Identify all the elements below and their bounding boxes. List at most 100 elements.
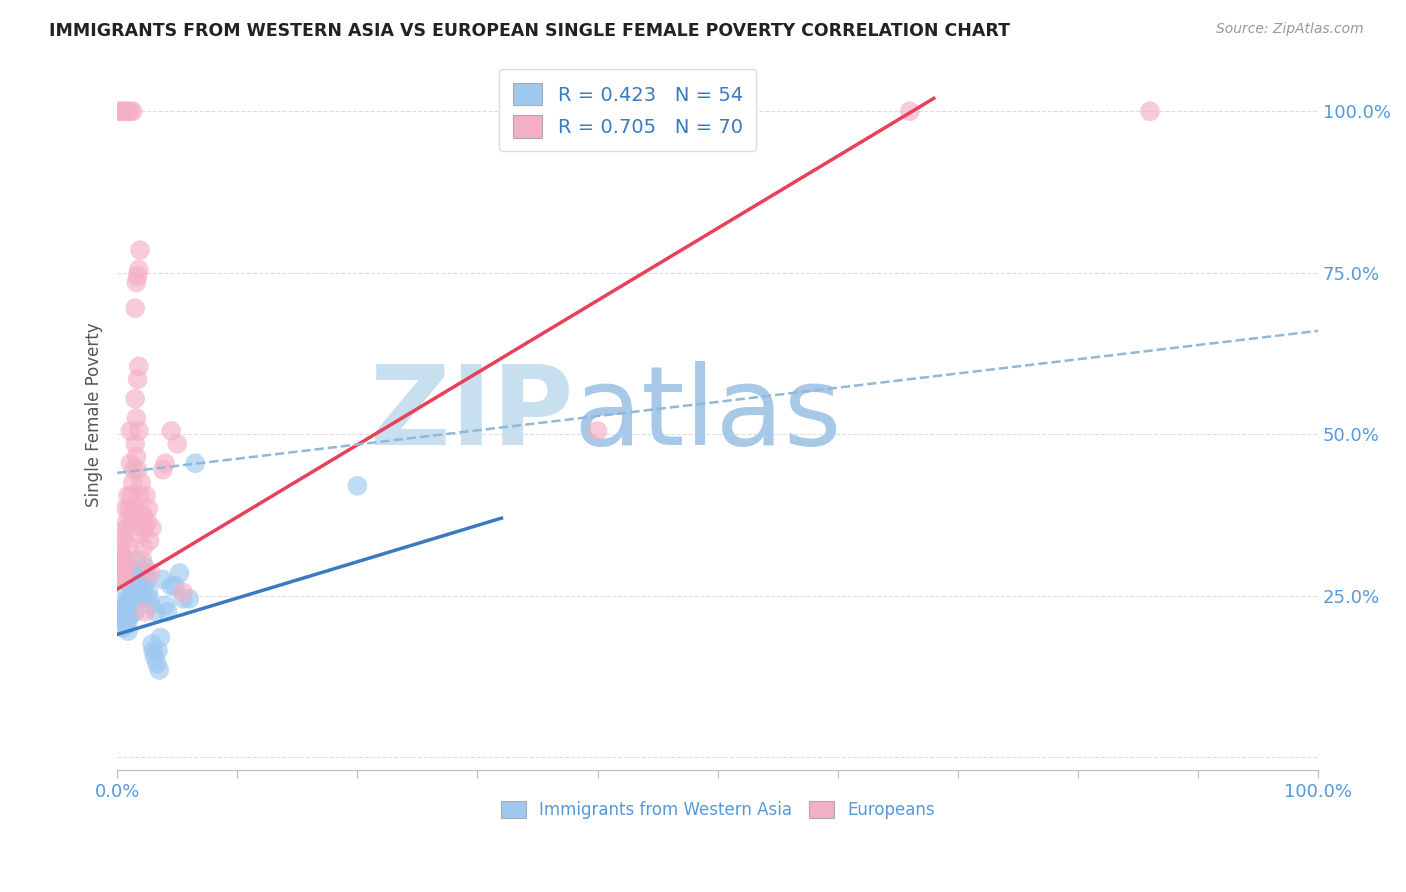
Point	[166, 437, 188, 451]
Point	[118, 501, 141, 516]
Point	[146, 643, 169, 657]
Y-axis label: Single Female Poverty: Single Female Poverty	[86, 323, 103, 508]
Point	[115, 617, 138, 632]
Point	[125, 553, 148, 567]
Point	[121, 489, 143, 503]
Point	[898, 104, 921, 119]
Point	[112, 533, 135, 548]
Point	[117, 595, 139, 609]
Point	[129, 573, 152, 587]
Point	[131, 521, 153, 535]
Point	[128, 424, 150, 438]
Point	[172, 591, 194, 606]
Point	[129, 527, 152, 541]
Point	[131, 591, 153, 606]
Point	[121, 501, 143, 516]
Point	[143, 650, 166, 665]
Point	[117, 624, 139, 639]
Point	[131, 553, 153, 567]
Point	[141, 637, 163, 651]
Point	[155, 456, 177, 470]
Point	[129, 489, 152, 503]
Point	[121, 599, 143, 613]
Point	[129, 243, 152, 257]
Point	[115, 514, 138, 528]
Point	[112, 611, 135, 625]
Point	[128, 579, 150, 593]
Point	[138, 533, 160, 548]
Point	[128, 262, 150, 277]
Point	[114, 501, 136, 516]
Point	[132, 508, 155, 522]
Text: ZIP: ZIP	[370, 361, 574, 468]
Point	[346, 479, 368, 493]
Point	[114, 559, 136, 574]
Point	[169, 566, 191, 580]
Point	[136, 573, 159, 587]
Point	[107, 557, 129, 571]
Point	[124, 437, 146, 451]
Point	[124, 605, 146, 619]
Point	[125, 450, 148, 464]
Point	[1139, 104, 1161, 119]
Point	[110, 611, 132, 625]
Point	[138, 585, 160, 599]
Point	[160, 579, 183, 593]
Point	[117, 489, 139, 503]
Point	[586, 424, 609, 438]
Point	[141, 521, 163, 535]
Point	[128, 359, 150, 374]
Point	[107, 104, 129, 119]
Point	[110, 607, 132, 622]
Point	[134, 521, 156, 535]
Point	[172, 585, 194, 599]
Point	[122, 573, 145, 587]
Point	[120, 456, 142, 470]
Point	[134, 559, 156, 574]
Point	[120, 104, 142, 119]
Point	[108, 547, 131, 561]
Point	[152, 573, 174, 587]
Point	[136, 514, 159, 528]
Point	[118, 611, 141, 625]
Point	[139, 599, 162, 613]
Point	[112, 104, 135, 119]
Point	[160, 424, 183, 438]
Point	[120, 607, 142, 622]
Point	[138, 501, 160, 516]
Point	[110, 563, 132, 577]
Point	[120, 424, 142, 438]
Point	[122, 463, 145, 477]
Point	[179, 591, 201, 606]
Point	[114, 104, 136, 119]
Point	[146, 657, 169, 671]
Point	[110, 104, 132, 119]
Text: atlas: atlas	[574, 361, 842, 468]
Point	[121, 514, 143, 528]
Point	[108, 569, 131, 583]
Point	[155, 599, 177, 613]
Point	[149, 631, 172, 645]
Point	[112, 566, 135, 580]
Point	[108, 605, 131, 619]
Point	[118, 591, 141, 606]
Point	[139, 566, 162, 580]
Point	[117, 521, 139, 535]
Point	[110, 547, 132, 561]
Point	[112, 601, 135, 615]
Point	[152, 463, 174, 477]
Point	[115, 605, 138, 619]
Point	[114, 599, 136, 613]
Point	[125, 411, 148, 425]
Point	[127, 463, 149, 477]
Point	[115, 553, 138, 567]
Point	[111, 615, 134, 629]
Point	[127, 372, 149, 386]
Point	[112, 531, 135, 545]
Point	[129, 585, 152, 599]
Point	[127, 268, 149, 283]
Text: Source: ZipAtlas.com: Source: ZipAtlas.com	[1216, 22, 1364, 37]
Point	[124, 392, 146, 406]
Point	[124, 301, 146, 316]
Point	[125, 276, 148, 290]
